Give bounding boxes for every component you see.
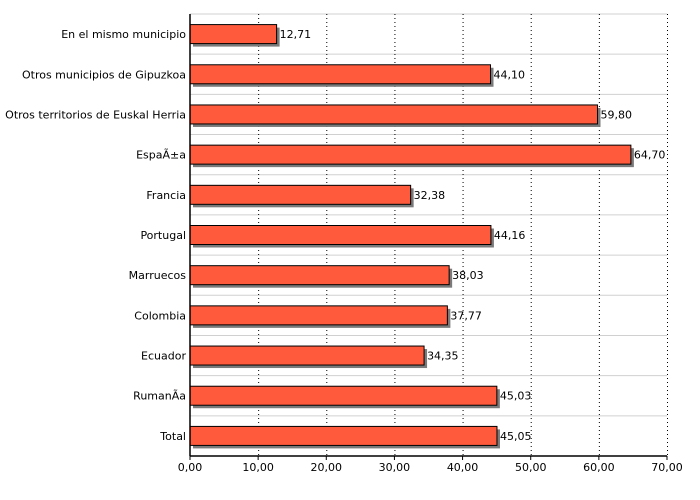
category-label: Otros municipios de Gipuzkoa	[22, 68, 186, 81]
value-label: 34,35	[427, 350, 459, 363]
value-label: 45,03	[500, 390, 532, 403]
x-tick-label: 0,00	[178, 461, 203, 474]
bar	[189, 144, 632, 165]
category-label: Francia	[146, 189, 186, 202]
bar	[189, 385, 498, 406]
bar	[189, 24, 278, 45]
bar	[189, 225, 492, 245]
value-label: 44,16	[494, 229, 525, 242]
bars-group	[189, 24, 634, 449]
bar	[189, 64, 492, 85]
x-tick-label: 30,00	[379, 461, 411, 474]
category-label: Ecuador	[141, 350, 186, 363]
category-labels: En el mismo municipio Otros municipios de…	[5, 28, 186, 443]
value-label: 37,77	[450, 309, 482, 322]
value-label: 59,80	[600, 108, 632, 121]
x-tick-label: 20,00	[311, 461, 343, 474]
category-label: Portugal	[140, 229, 186, 242]
category-label: Marruecos	[129, 269, 187, 282]
category-label: Total	[159, 430, 186, 443]
value-label: 64,70	[634, 149, 666, 162]
category-label: EspaÃ±a	[136, 149, 186, 162]
axes	[189, 14, 667, 457]
category-label: En el mismo municipio	[61, 28, 186, 41]
category-label: Colombia	[134, 309, 186, 322]
bar	[189, 345, 425, 366]
bar	[189, 425, 498, 446]
value-label: 32,38	[414, 189, 446, 202]
bar	[189, 184, 412, 205]
value-label: 44,10	[494, 68, 526, 81]
category-label: Otros territorios de Euskal Herria	[5, 108, 186, 121]
x-tick-label: 60,00	[583, 461, 615, 474]
value-label: 45,05	[500, 430, 532, 443]
x-tick-label: 10,00	[242, 461, 274, 474]
bar	[189, 104, 598, 125]
x-tick-labels: 0,00 10,00 20,00 30,00 40,00 50,00 60,00 70,00	[178, 456, 683, 474]
bar	[189, 265, 450, 286]
category-label: RumanÃ­a	[133, 390, 186, 403]
value-label: 12,71	[280, 28, 312, 41]
x-tick-label: 40,00	[447, 461, 479, 474]
bar	[189, 305, 448, 326]
value-labels: 12,71 44,10 59,80 64,70 32,38 44,16 38,03 37,77…	[280, 28, 666, 443]
x-tick-label: 50,00	[515, 461, 547, 474]
x-tick-label: 70,00	[651, 461, 683, 474]
value-label: 38,03	[452, 269, 484, 282]
